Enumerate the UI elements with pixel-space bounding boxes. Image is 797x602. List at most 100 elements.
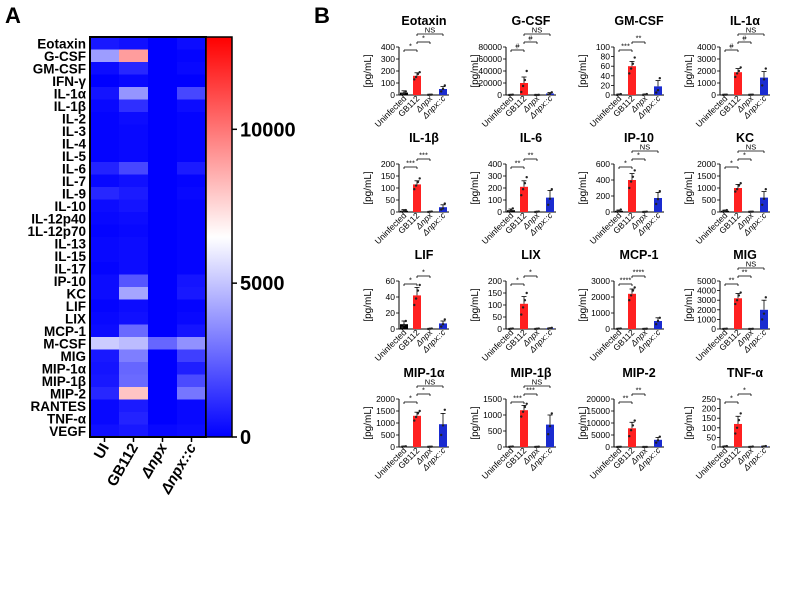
- subplot: MIP-2[pg/mL]05000100001500020000Uninfect…: [578, 366, 664, 481]
- heatmap-cell: [177, 124, 207, 138]
- data-point: [737, 294, 741, 297]
- data-point: [725, 208, 728, 212]
- heatmap-row-label: IL-13: [54, 236, 86, 251]
- data-point: [749, 327, 753, 331]
- sig-label: NS: [532, 26, 542, 35]
- heatmap-cell: [177, 337, 207, 350]
- y-tick-label: 1000: [697, 78, 716, 88]
- y-tick-label: 0: [605, 324, 610, 334]
- sig-label: NS: [746, 26, 756, 35]
- subplot-title: LIF: [415, 248, 434, 262]
- data-point: [430, 93, 433, 96]
- subplot-title: MIP-2: [622, 366, 655, 380]
- heatmap-cell: [148, 349, 178, 363]
- data-point: [416, 72, 420, 76]
- sig-label: **: [636, 34, 642, 43]
- subplot-title: MCP-1: [620, 248, 659, 262]
- heatmap-cell: [148, 162, 178, 175]
- bar: [760, 309, 768, 329]
- data-point: [658, 316, 661, 319]
- y-tick-label: 5000: [697, 276, 716, 286]
- sig-label: *: [529, 268, 532, 277]
- sig-label: *: [730, 394, 733, 403]
- subplot-ylabel: [pg/mL]: [470, 406, 481, 440]
- sig-label: #: [515, 42, 520, 51]
- heatmap-row-label: MIP-1β: [42, 374, 86, 389]
- data-point: [511, 327, 514, 330]
- subplot: LIF[pg/mL]0204060UninfectedGB112ΔnpxΔnpx…: [363, 248, 449, 363]
- data-point: [414, 297, 418, 300]
- heatmap-cell: [90, 37, 120, 50]
- heatmap-cell: [90, 99, 120, 113]
- data-point: [658, 435, 661, 438]
- data-point: [537, 445, 540, 448]
- subplot: TNF-α[pg/mL]050100150200250UninfectedGB1…: [684, 366, 770, 481]
- y-tick-label: 40: [386, 292, 396, 302]
- data-point: [633, 286, 636, 289]
- data-point: [631, 289, 635, 292]
- heatmap-cell: [177, 74, 207, 88]
- heatmap-cell: [177, 412, 207, 425]
- y-tick-label: 100: [596, 42, 610, 52]
- data-point: [643, 327, 647, 331]
- y-tick-label: 500: [702, 195, 716, 205]
- heatmap-cell: [90, 412, 120, 425]
- subplot: IL-1α[pg/mL]01000200030004000UninfectedG…: [684, 14, 770, 129]
- y-tick-label: 0: [605, 90, 610, 100]
- heatmap-row-label: LIX: [65, 311, 86, 326]
- heatmap-row-label: VEGF: [49, 424, 86, 439]
- y-tick-label: 3000: [697, 54, 716, 64]
- y-tick-label: 0: [711, 324, 716, 334]
- heatmap-cell: [177, 349, 207, 363]
- data-point: [633, 419, 636, 422]
- data-point: [511, 207, 514, 210]
- data-point: [655, 441, 658, 444]
- bar: [628, 66, 636, 95]
- heatmap-cell: [148, 149, 178, 163]
- y-tick-label: 2000: [697, 159, 716, 169]
- heatmap-row-label: IL-6: [62, 161, 86, 176]
- heatmap-row-label: Eotaxin: [37, 36, 86, 51]
- sig-label: ****: [620, 276, 632, 285]
- heatmap-row-label: MCP-1: [44, 324, 86, 339]
- subplot-ylabel: [pg/mL]: [578, 288, 589, 322]
- y-tick-label: 1500: [483, 394, 502, 404]
- data-point: [748, 93, 751, 97]
- data-point: [520, 194, 523, 197]
- heatmap-row-label: IL-2: [62, 111, 86, 126]
- sig-label: #: [742, 34, 747, 43]
- data-point: [511, 445, 514, 448]
- data-point: [762, 445, 766, 448]
- heatmap-row-label: IL-5: [62, 149, 86, 164]
- y-tick-label: 0: [605, 442, 610, 452]
- data-point: [535, 93, 539, 97]
- data-point: [509, 445, 513, 448]
- data-point: [440, 325, 443, 328]
- subplot-title: LIX: [521, 248, 541, 262]
- subplot-title: Eotaxin: [401, 14, 446, 28]
- heatmap-cell: [119, 199, 149, 213]
- subplot: IP-10[pg/mL]0200400600UninfectedGB112Δnp…: [578, 131, 664, 246]
- heatmap-row-label: LIF: [66, 299, 86, 314]
- bar: [439, 89, 447, 95]
- data-point: [520, 313, 523, 316]
- subplot-ylabel: [pg/mL]: [684, 171, 695, 205]
- heatmap-cell: [148, 112, 178, 125]
- data-point: [402, 209, 406, 212]
- y-tick-label: 150: [381, 171, 395, 181]
- data-point: [645, 92, 648, 96]
- heatmap-row-label: G-CSF: [44, 49, 86, 64]
- colorbar-tick-label: 10000: [240, 119, 296, 141]
- data-point: [748, 210, 751, 214]
- y-tick-label: 80: [601, 52, 611, 62]
- bar: [439, 323, 447, 329]
- subplot-ylabel: [pg/mL]: [684, 406, 695, 440]
- data-point: [550, 326, 553, 329]
- heatmap-row-label: KC: [67, 286, 87, 301]
- y-tick-label: 50: [493, 312, 503, 322]
- heatmap-row-label: IP-10: [54, 274, 86, 289]
- data-point: [658, 190, 661, 193]
- sig-label: #: [528, 34, 533, 43]
- data-point: [416, 412, 420, 415]
- heatmap-cell: [90, 212, 120, 225]
